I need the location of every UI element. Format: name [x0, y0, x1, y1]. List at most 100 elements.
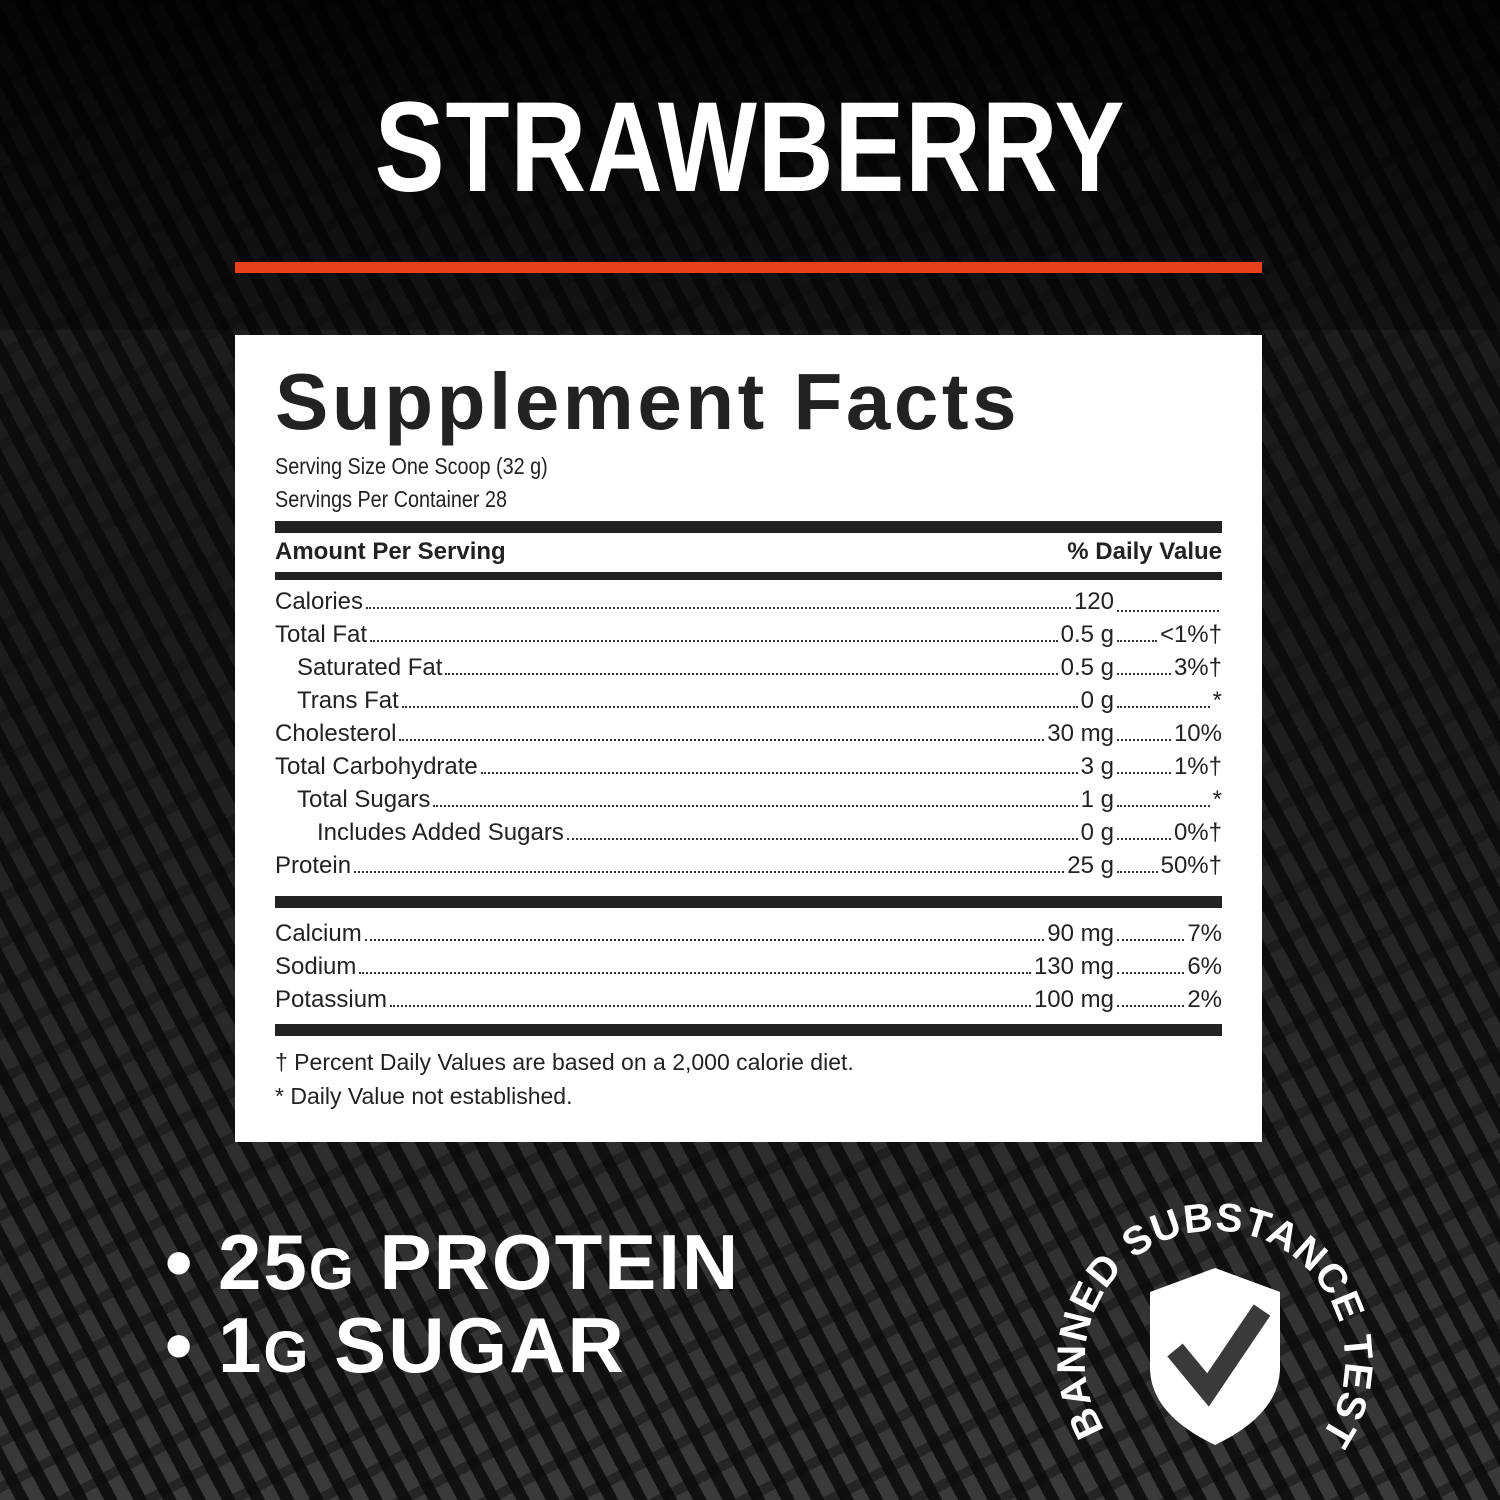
nutrient-daily-value: 1%† [1173, 753, 1222, 780]
banned-substance-tested-badge: BANNED SUBSTANCE TESTED. [1050, 1160, 1380, 1455]
dot-leader [1117, 609, 1219, 612]
nutrient-daily-value: 3%† [1173, 654, 1222, 681]
dot-leader [1117, 639, 1157, 642]
nutrient-amount: 90 mg [1047, 920, 1114, 947]
serving-info: Serving Size One Scoop (32 g) Servings P… [275, 450, 1222, 516]
highlight-sugar: • 1G SUGAR [165, 1300, 626, 1398]
dot-leader [445, 672, 1058, 675]
highlight-unit: G [308, 1237, 356, 1302]
footnote-daily-values: † Percent Daily Values are based on a 2,… [275, 1049, 854, 1075]
nutrient-name: Protein [275, 852, 352, 879]
highlight-number: 1 [217, 1301, 264, 1389]
dot-leader [1117, 1004, 1185, 1007]
nutrient-row: Includes Added Sugars 0 g 0%† [275, 816, 1222, 849]
dot-leader [1117, 938, 1185, 941]
dot-leader [390, 1004, 1031, 1007]
nutrient-daily-value: 50%† [1160, 852, 1222, 879]
highlight-unit: G [263, 1320, 311, 1385]
serving-size: Serving Size One Scoop (32 g) [275, 453, 548, 479]
dot-leader [401, 705, 1078, 708]
nutrient-row: Protein 25 g 50%† [275, 849, 1222, 882]
highlight-protein: • 25G PROTEIN [165, 1217, 740, 1315]
nutrient-name: Cholesterol [275, 720, 397, 747]
divider [275, 896, 1222, 908]
nutrient-name: Trans Fat [297, 687, 399, 714]
nutrient-name: Sodium [275, 953, 357, 980]
dot-leader [370, 639, 1058, 642]
nutrient-name: Includes Added Sugars [317, 819, 564, 846]
highlight-label: PROTEIN [379, 1218, 741, 1306]
nutrient-row: Potassium 100 mg 2% [275, 983, 1222, 1016]
nutrient-amount: 120 [1073, 588, 1114, 615]
highlight-number: 25 [217, 1218, 309, 1306]
nutrient-daily-value: 6% [1187, 953, 1222, 980]
divider [275, 521, 1222, 533]
dot-leader [1117, 870, 1158, 873]
nutrient-name: Total Fat [275, 621, 368, 648]
divider [275, 1024, 1222, 1036]
nutrient-row: Cholesterol 30 mg 10% [275, 717, 1222, 750]
divider [275, 572, 1222, 580]
dot-leader [1117, 738, 1171, 741]
nutrient-name: Calcium [275, 920, 362, 947]
nutrient-amount: 0.5 g [1060, 621, 1114, 648]
dot-leader [480, 771, 1078, 774]
background-shade [0, 0, 1500, 330]
dot-leader [354, 870, 1065, 873]
dot-leader [1117, 971, 1185, 974]
nutrient-amount: 1 g [1080, 786, 1114, 813]
dot-leader [399, 738, 1045, 741]
nutrient-amount: 0.5 g [1060, 654, 1114, 681]
nutrient-name: Calories [275, 588, 364, 615]
dot-leader [1117, 705, 1210, 708]
nutrient-row: Calcium 90 mg 7% [275, 917, 1222, 950]
dot-leader [1117, 672, 1171, 675]
dot-leader [1117, 837, 1171, 840]
bullet: • [165, 1301, 195, 1389]
daily-value-label: % Daily Value [1067, 538, 1222, 565]
nutrient-row: Trans Fat 0 g * [275, 684, 1222, 717]
nutrient-amount: 100 mg [1033, 986, 1114, 1013]
dot-leader [566, 837, 1078, 840]
nutrient-amount: 0 g [1080, 687, 1114, 714]
dot-leader [433, 804, 1078, 807]
nutrient-daily-value: <1%† [1159, 621, 1222, 648]
dot-leader [364, 938, 1045, 941]
dot-leader [1117, 804, 1210, 807]
nutrient-daily-value: 0%† [1173, 819, 1222, 846]
nutrient-amount: 25 g [1067, 852, 1114, 879]
amount-per-serving-label: Amount Per Serving [275, 538, 506, 565]
nutrient-name: Total Sugars [297, 786, 431, 813]
footnotes: † Percent Daily Values are based on a 2,… [275, 1045, 1222, 1113]
nutrient-daily-value: 2% [1187, 986, 1222, 1013]
facts-header: Amount Per Serving % Daily Value [275, 538, 1222, 566]
flavor-title: STRAWBERRY [374, 76, 1126, 219]
nutrient-amount: 0 g [1080, 819, 1114, 846]
nutrient-row: Total Carbohydrate 3 g 1%† [275, 750, 1222, 783]
nutrient-row: Saturated Fat 0.5 g 3%† [275, 651, 1222, 684]
nutrient-amount: 3 g [1080, 753, 1114, 780]
nutrient-name: Saturated Fat [297, 654, 443, 681]
nutrient-daily-value: * [1212, 687, 1222, 714]
accent-rule [235, 262, 1262, 273]
highlight-label: SUGAR [334, 1301, 626, 1389]
nutrient-row: Total Sugars 1 g * [275, 783, 1222, 816]
nutrient-amount: 130 mg [1033, 953, 1114, 980]
nutrient-amount: 30 mg [1047, 720, 1114, 747]
nutrient-rows: Calories 120 Total Fat 0.5 g <1%† Saturated F… [275, 585, 1222, 882]
nutrient-daily-value: 7% [1187, 920, 1222, 947]
servings-per-container: Servings Per Container 28 [275, 486, 507, 512]
nutrient-row: Sodium 130 mg 6% [275, 950, 1222, 983]
mineral-rows: Calcium 90 mg 7% Sodium 130 mg 6% Potassium 100… [275, 917, 1222, 1016]
dot-leader [1117, 771, 1171, 774]
footnote-not-established: * Daily Value not established. [275, 1083, 573, 1109]
dot-leader [359, 971, 1031, 974]
facts-title: Supplement Facts [275, 357, 1021, 446]
supplement-facts-panel: Supplement Facts Serving Size One Scoop … [235, 335, 1262, 1142]
dot-leader [366, 606, 1071, 609]
nutrient-row: Total Fat 0.5 g <1%† [275, 618, 1222, 651]
nutrient-name: Potassium [275, 986, 388, 1013]
nutrient-daily-value: 10% [1173, 720, 1222, 747]
nutrient-daily-value: * [1212, 786, 1222, 813]
bullet: • [165, 1218, 195, 1306]
